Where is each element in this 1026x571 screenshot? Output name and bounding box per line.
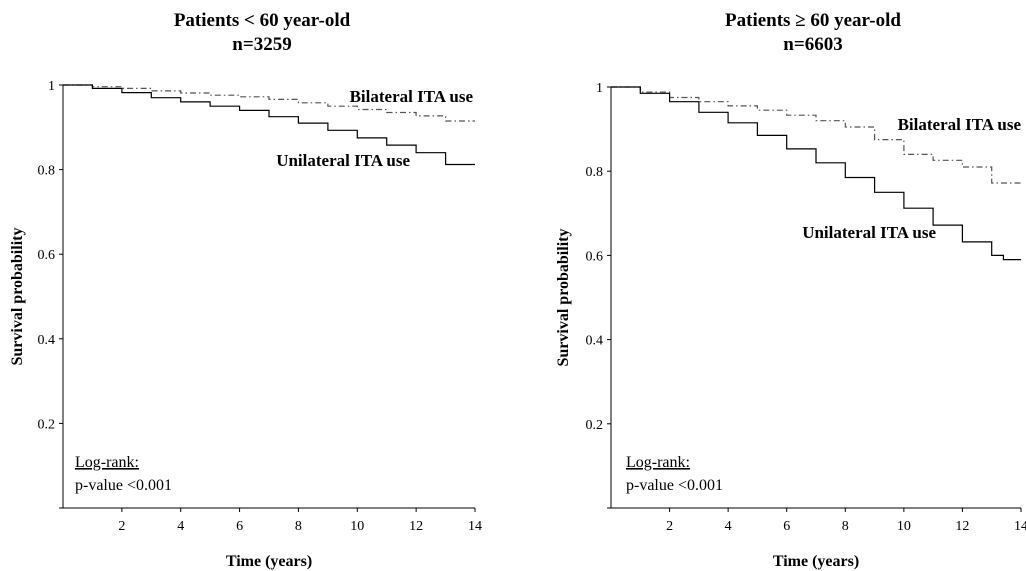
x-axis-label: Time (years) xyxy=(773,553,859,570)
bilateral-series-label: Bilateral ITA use xyxy=(898,115,1022,134)
x-tick-label: 2 xyxy=(666,519,673,534)
y-tick-label: 0.4 xyxy=(586,334,604,349)
y-tick-label: 0.6 xyxy=(38,248,56,263)
y-tick-label: 0.6 xyxy=(586,249,604,264)
chart-title: Patients < 60 year-old xyxy=(174,10,351,31)
y-tick-label: 0.8 xyxy=(38,164,56,179)
logrank-pvalue: p-value <0.001 xyxy=(626,477,723,494)
chart-title: Patients ≥ 60 year-old xyxy=(725,10,901,31)
y-tick-label: 0.2 xyxy=(586,418,604,433)
x-tick-label: 4 xyxy=(725,519,732,534)
x-tick-label: 12 xyxy=(409,519,423,534)
bilateral-survival-curve xyxy=(63,84,475,122)
survival-chart-left: Patients < 60 year-old n=3259 1 0.8 0.6 0.4 0.… xyxy=(9,10,482,570)
x-tick-label: 8 xyxy=(842,519,849,534)
chart-svg-right: Patients ≥ 60 year-old n=6603 1 0.8 0.6 0.4 0.… xyxy=(555,10,1026,570)
x-tick-label: 6 xyxy=(783,519,790,534)
logrank-heading: Log-rank: xyxy=(75,454,139,471)
y-axis-label: Survival probability xyxy=(555,229,572,367)
y-axis-label: Survival probability xyxy=(9,228,26,366)
x-tick-label: 6 xyxy=(236,519,243,534)
bilateral-series-label: Bilateral ITA use xyxy=(350,87,474,106)
unilateral-survival-curve xyxy=(611,86,1021,261)
x-tick-label: 12 xyxy=(955,519,969,534)
unilateral-series-label: Unilateral ITA use xyxy=(802,223,936,242)
y-tick-label: 0.4 xyxy=(38,333,56,348)
y-tick-label: 0.2 xyxy=(38,417,56,432)
chart-subtitle: n=3259 xyxy=(232,34,291,55)
chart-svg-left: Patients < 60 year-old n=3259 1 0.8 0.6 0.4 0.… xyxy=(9,10,482,570)
x-axis-label: Time (years) xyxy=(226,553,312,570)
logrank-pvalue: p-value <0.001 xyxy=(75,477,172,494)
logrank-heading: Log-rank: xyxy=(626,454,690,471)
x-tick-label: 8 xyxy=(295,519,302,534)
survival-chart-right: Patients ≥ 60 year-old n=6603 1 0.8 0.6 0.4 0.… xyxy=(513,0,1026,571)
x-tick-label: 10 xyxy=(350,519,364,534)
x-tick-label: 14 xyxy=(1014,519,1026,534)
y-tick-label: 1 xyxy=(48,79,55,94)
y-tick-label: 0.8 xyxy=(586,165,604,180)
bilateral-survival-curve xyxy=(611,86,1021,184)
unilateral-survival-curve xyxy=(63,84,475,166)
unilateral-series-label: Unilateral ITA use xyxy=(276,151,410,170)
x-tick-label: 2 xyxy=(118,519,125,534)
x-tick-label: 14 xyxy=(468,519,482,534)
x-tick-label: 10 xyxy=(897,519,911,534)
y-tick-label: 1 xyxy=(596,81,603,96)
chart-subtitle: n=6603 xyxy=(783,34,842,55)
x-tick-label: 4 xyxy=(177,519,184,534)
